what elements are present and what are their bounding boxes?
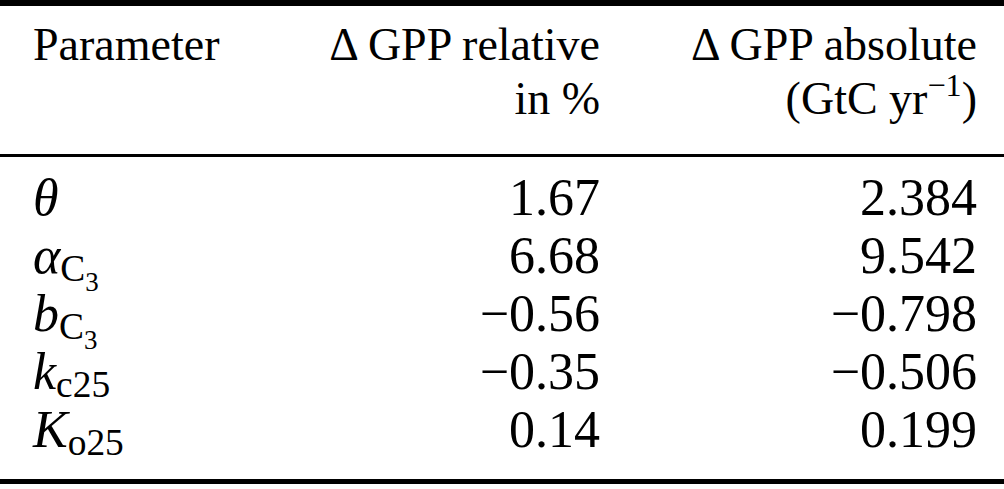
parameter-symbol: K xyxy=(33,401,68,458)
parameter-symbol: θ xyxy=(33,169,59,226)
parameter-subscript-group: C3 xyxy=(59,306,97,347)
table-body: θ 1.67 2.384 αC3 6.68 9.542 bC3 −0.56 −0… xyxy=(0,157,1004,479)
parameter-cell: Ko25 xyxy=(33,401,250,459)
column-header-gpp-relative-unit: in % xyxy=(250,72,600,126)
parameter-cell: bC3 xyxy=(33,285,250,343)
gpp-relative-value: 1.67 xyxy=(250,169,600,227)
table-bottom-rule xyxy=(0,479,1004,484)
table-row: Ko25 0.14 0.199 xyxy=(33,401,977,459)
gpp-absolute-value: 9.542 xyxy=(600,227,977,285)
column-header-gpp-relative-title: Δ GPP relative xyxy=(250,18,600,72)
gpp-relative-value: 6.68 xyxy=(250,227,600,285)
parameter-cell: kc25 xyxy=(33,343,250,401)
table-header: Parameter Δ GPP relative in % Δ GPP abso… xyxy=(0,6,1004,154)
gpp-sensitivity-table-figure: Parameter Δ GPP relative in % Δ GPP abso… xyxy=(0,0,1004,489)
parameter-subscript: C xyxy=(60,248,85,289)
parameter-subscript: C xyxy=(59,306,84,347)
parameter-cell: αC3 xyxy=(33,227,250,285)
unit-close: ) xyxy=(962,73,977,124)
gpp-absolute-value: 2.384 xyxy=(600,169,977,227)
parameter-subsubscript: 3 xyxy=(85,267,98,297)
gpp-absolute-value: −0.506 xyxy=(600,343,977,401)
table-row: αC3 6.68 9.542 xyxy=(33,227,977,285)
column-header-gpp-absolute-title: Δ GPP absolute xyxy=(600,18,977,72)
unit-exponent: −1 xyxy=(927,67,961,103)
gpp-relative-value: −0.56 xyxy=(250,285,600,343)
gpp-relative-value: 0.14 xyxy=(250,401,600,459)
parameter-subscript: c25 xyxy=(56,364,110,405)
column-header-gpp-absolute: Δ GPP absolute (GtC yr−1) xyxy=(600,18,977,126)
parameter-subscript-group: C3 xyxy=(60,248,98,289)
parameter-subsubscript: 3 xyxy=(84,325,97,355)
table-row: θ 1.67 2.384 xyxy=(33,169,977,227)
unit-open: (GtC yr xyxy=(786,73,928,124)
gpp-absolute-value: 0.199 xyxy=(600,401,977,459)
parameter-cell: θ xyxy=(33,169,250,227)
parameter-symbol: α xyxy=(33,227,60,284)
table-row: bC3 −0.56 −0.798 xyxy=(33,285,977,343)
column-header-gpp-relative: Δ GPP relative in % xyxy=(250,18,600,126)
parameter-symbol: b xyxy=(33,285,59,342)
column-header-parameter: Parameter xyxy=(33,18,250,126)
parameter-subscript-group: o25 xyxy=(68,422,124,463)
table-row: kc25 −0.35 −0.506 xyxy=(33,343,977,401)
column-header-gpp-absolute-unit: (GtC yr−1) xyxy=(600,72,977,126)
gpp-relative-value: −0.35 xyxy=(250,343,600,401)
gpp-absolute-value: −0.798 xyxy=(600,285,977,343)
parameter-subscript: o25 xyxy=(68,422,124,463)
parameter-symbol: k xyxy=(33,343,56,400)
parameter-subscript-group: c25 xyxy=(56,364,110,405)
